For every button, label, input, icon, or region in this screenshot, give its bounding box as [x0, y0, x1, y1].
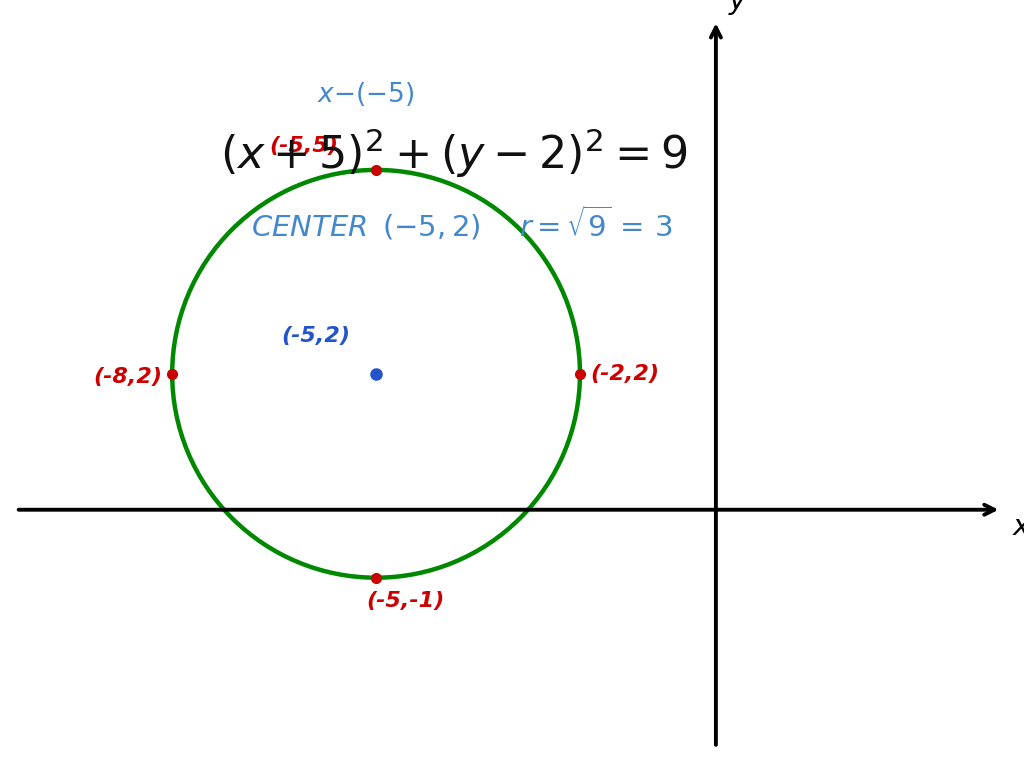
Text: (-5,2): (-5,2) — [281, 326, 350, 346]
Text: (-2,2): (-2,2) — [590, 364, 659, 384]
Text: $y$: $y$ — [728, 0, 749, 17]
Text: (-5,5): (-5,5) — [269, 136, 339, 156]
Text: $(x+5)^2 + (y-2)^2 = 9$: $(x+5)^2 + (y-2)^2 = 9$ — [220, 127, 687, 180]
Text: $x$: $x$ — [1012, 513, 1024, 541]
Text: (-5,-1): (-5,-1) — [366, 591, 444, 611]
Text: $\mathit{CENTER}\ \,(-5,2)\ \ \ \ r{=}\sqrt{9}\,{=}\,3$: $\mathit{CENTER}\ \,(-5,2)\ \ \ \ r{=}\s… — [251, 204, 673, 242]
Text: $x{-}({-}5)$: $x{-}({-}5)$ — [317, 81, 415, 108]
Text: (-8,2): (-8,2) — [93, 367, 162, 387]
